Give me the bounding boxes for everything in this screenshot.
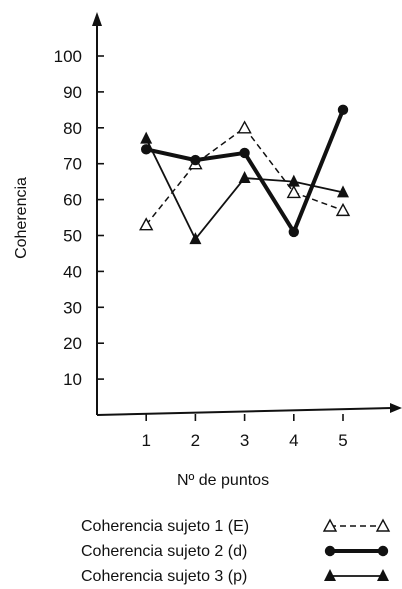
- y-tick-label: 100: [54, 47, 82, 66]
- y-tick-label: 90: [63, 83, 82, 102]
- y-tick-label: 30: [63, 298, 82, 317]
- data-point: [238, 171, 251, 184]
- data-point: [335, 202, 351, 217]
- series-group: [139, 104, 351, 245]
- legend-label: Coherencia sujeto 2 (d): [81, 543, 247, 560]
- x-ticks: 1 2 3 4 5: [141, 414, 348, 450]
- data-point: [288, 226, 299, 238]
- legend-marker: [324, 569, 336, 581]
- data-point: [141, 144, 152, 155]
- legend-marker: [377, 545, 389, 557]
- data-point: [139, 217, 154, 231]
- data-point: [337, 185, 349, 198]
- x-tick-label: 1: [141, 431, 150, 450]
- data-point: [140, 131, 153, 144]
- y-tick-label: 10: [63, 370, 82, 389]
- axes: [92, 12, 402, 416]
- x-tick-label: 4: [289, 431, 298, 450]
- data-point: [337, 104, 349, 116]
- x-axis-arrow: [390, 403, 402, 413]
- data-point: [239, 147, 250, 159]
- legend-marker: [324, 545, 336, 557]
- x-axis: [96, 407, 393, 416]
- y-tick-label: 70: [63, 155, 82, 174]
- y-ticks: 10 20 30 40 50 60 70 80 90 100: [54, 47, 104, 389]
- y-tick-label: 40: [63, 262, 82, 281]
- x-tick-label: 2: [191, 431, 200, 450]
- legend-label: Coherencia sujeto 1 (E): [81, 518, 249, 535]
- y-tick-label: 80: [63, 119, 82, 138]
- series-1: [139, 120, 351, 231]
- y-tick-label: 60: [63, 191, 82, 210]
- x-tick-label: 3: [240, 431, 249, 450]
- x-axis-label: Nº de puntos: [177, 472, 269, 489]
- data-point: [189, 232, 202, 245]
- legend: Coherencia sujeto 1 (E) Coherencia sujeto…: [81, 518, 391, 585]
- series-3: [140, 131, 349, 245]
- legend-marker: [322, 518, 338, 532]
- legend-marker: [377, 569, 389, 581]
- y-axis-label: Coherencia: [13, 177, 30, 259]
- data-point: [287, 174, 300, 187]
- data-point: [190, 154, 201, 166]
- series-line: [145, 127, 344, 226]
- legend-marker: [375, 518, 391, 532]
- data-point: [237, 120, 252, 134]
- data-point: [286, 184, 301, 199]
- y-axis-arrow: [92, 12, 102, 26]
- series-2: [141, 104, 349, 238]
- y-tick-label: 20: [63, 334, 82, 353]
- y-tick-label: 50: [63, 227, 82, 246]
- legend-label: Coherencia sujeto 3 (p): [81, 568, 247, 585]
- x-tick-label: 5: [338, 431, 347, 450]
